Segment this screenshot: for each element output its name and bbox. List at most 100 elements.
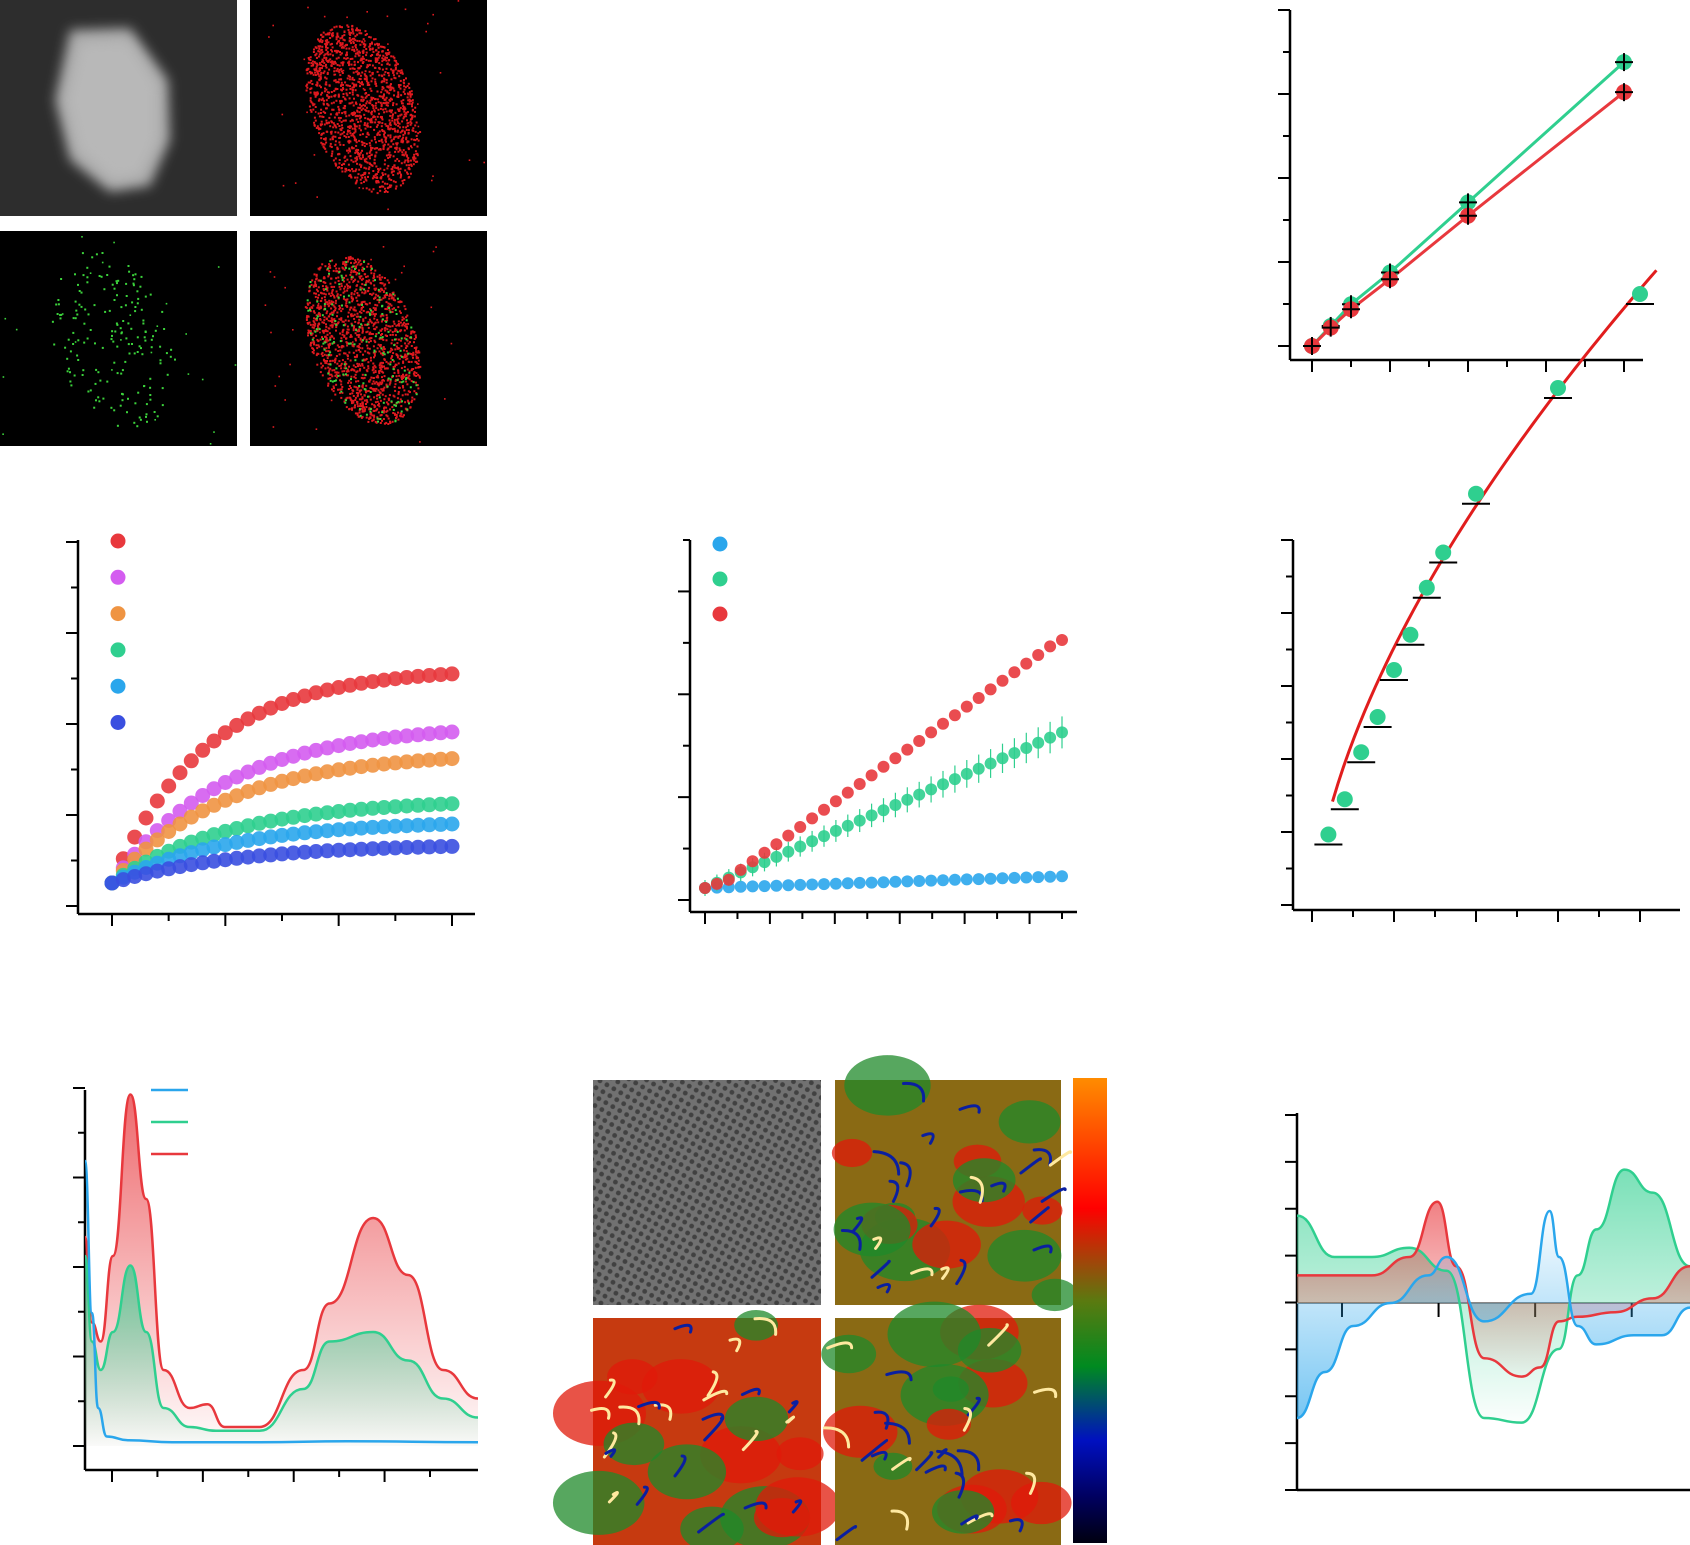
map-dot [319, 371, 322, 374]
micrograph-haadf [0, 0, 237, 216]
map-dot [185, 333, 187, 335]
map-dot [331, 375, 334, 378]
map-dot [312, 73, 315, 76]
map-dot [358, 153, 361, 156]
dislocation-line [910, 1267, 934, 1277]
map-dot [338, 119, 341, 122]
map-dot [310, 283, 313, 286]
map-dot [319, 266, 322, 269]
map-dot [312, 63, 315, 66]
map-dot [417, 373, 420, 376]
dislocation-line [960, 1514, 979, 1526]
map-dot [374, 321, 377, 324]
map-dot [359, 74, 362, 77]
map-dot [360, 129, 362, 132]
map-dot [351, 146, 353, 149]
map-dot [317, 38, 319, 41]
map-dot [357, 334, 360, 336]
map-dot [316, 62, 318, 65]
data-point [1550, 380, 1566, 396]
data-point [399, 728, 415, 744]
map-dot [396, 72, 399, 75]
legend-marker [110, 715, 126, 730]
map-dot [413, 390, 416, 393]
map-dot [321, 51, 324, 54]
map-dot [389, 184, 391, 187]
data-point [342, 802, 358, 818]
map-dot [339, 288, 342, 291]
map-dot [349, 85, 351, 88]
map-dot [336, 311, 339, 314]
map-dot [361, 408, 364, 411]
map-dot [410, 353, 413, 355]
map-dot [387, 377, 390, 380]
map-dot [413, 156, 416, 158]
map-dot [381, 337, 384, 340]
map-dot [325, 347, 328, 350]
map-dot [340, 88, 343, 91]
map-dot [404, 152, 407, 155]
map-dot [397, 91, 400, 94]
map-dot [380, 125, 383, 128]
map-dot [365, 399, 368, 402]
map-dot [337, 374, 340, 377]
data-point [127, 869, 143, 884]
map-dot [314, 119, 317, 122]
map-dot [321, 97, 324, 100]
map-dot [338, 71, 341, 74]
map-dot [405, 338, 408, 341]
map-dot [332, 304, 335, 307]
map-dot [402, 149, 405, 152]
map-dot [353, 326, 355, 328]
map-dot [334, 135, 337, 138]
map-dot [377, 294, 380, 297]
map-dot [381, 410, 384, 413]
map-dot [400, 94, 403, 97]
map-dot [371, 369, 374, 372]
map-dot [383, 131, 386, 134]
map-dot [101, 252, 104, 254]
map-dot [406, 154, 408, 157]
map-dot [381, 348, 384, 351]
map-dot [316, 347, 319, 350]
map-dot [327, 97, 330, 99]
map-dot [370, 148, 373, 151]
map-dot [385, 410, 388, 413]
map-dot [394, 389, 397, 392]
map-dot [335, 69, 338, 72]
map-dot [330, 286, 333, 288]
data-point [104, 875, 120, 891]
map-dot [374, 401, 377, 404]
map-dot [370, 80, 373, 83]
map-dot [377, 288, 380, 291]
map-dot [394, 166, 397, 169]
map-dot [321, 67, 323, 70]
map-dot [350, 381, 352, 384]
data-point [984, 872, 997, 885]
map-dot [332, 122, 335, 125]
map-dot [315, 314, 318, 317]
map-dot [370, 269, 372, 272]
map-dot [390, 357, 393, 360]
data-point [818, 878, 830, 891]
map-dot [366, 84, 369, 86]
map-dot [350, 322, 353, 325]
map-dot [323, 70, 326, 73]
map-dot [364, 350, 367, 353]
map-dot [362, 100, 364, 103]
map-dot [355, 349, 358, 352]
map-dot [335, 99, 338, 102]
map-dot [376, 70, 379, 73]
map-dot [343, 163, 346, 166]
map-dot [154, 329, 157, 332]
map-dot [313, 317, 315, 320]
data-point [818, 803, 830, 816]
map-dot [348, 174, 351, 177]
map-dot [341, 127, 344, 129]
map-dot [307, 57, 310, 59]
map-dot [412, 380, 415, 383]
map-dot [334, 140, 337, 143]
map-dot [350, 261, 352, 264]
map-dot [356, 330, 359, 333]
spectrum-line [1296, 1168, 1690, 1424]
